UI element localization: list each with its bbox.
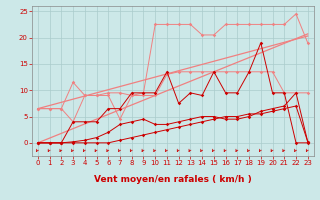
- X-axis label: Vent moyen/en rafales ( km/h ): Vent moyen/en rafales ( km/h ): [94, 174, 252, 184]
